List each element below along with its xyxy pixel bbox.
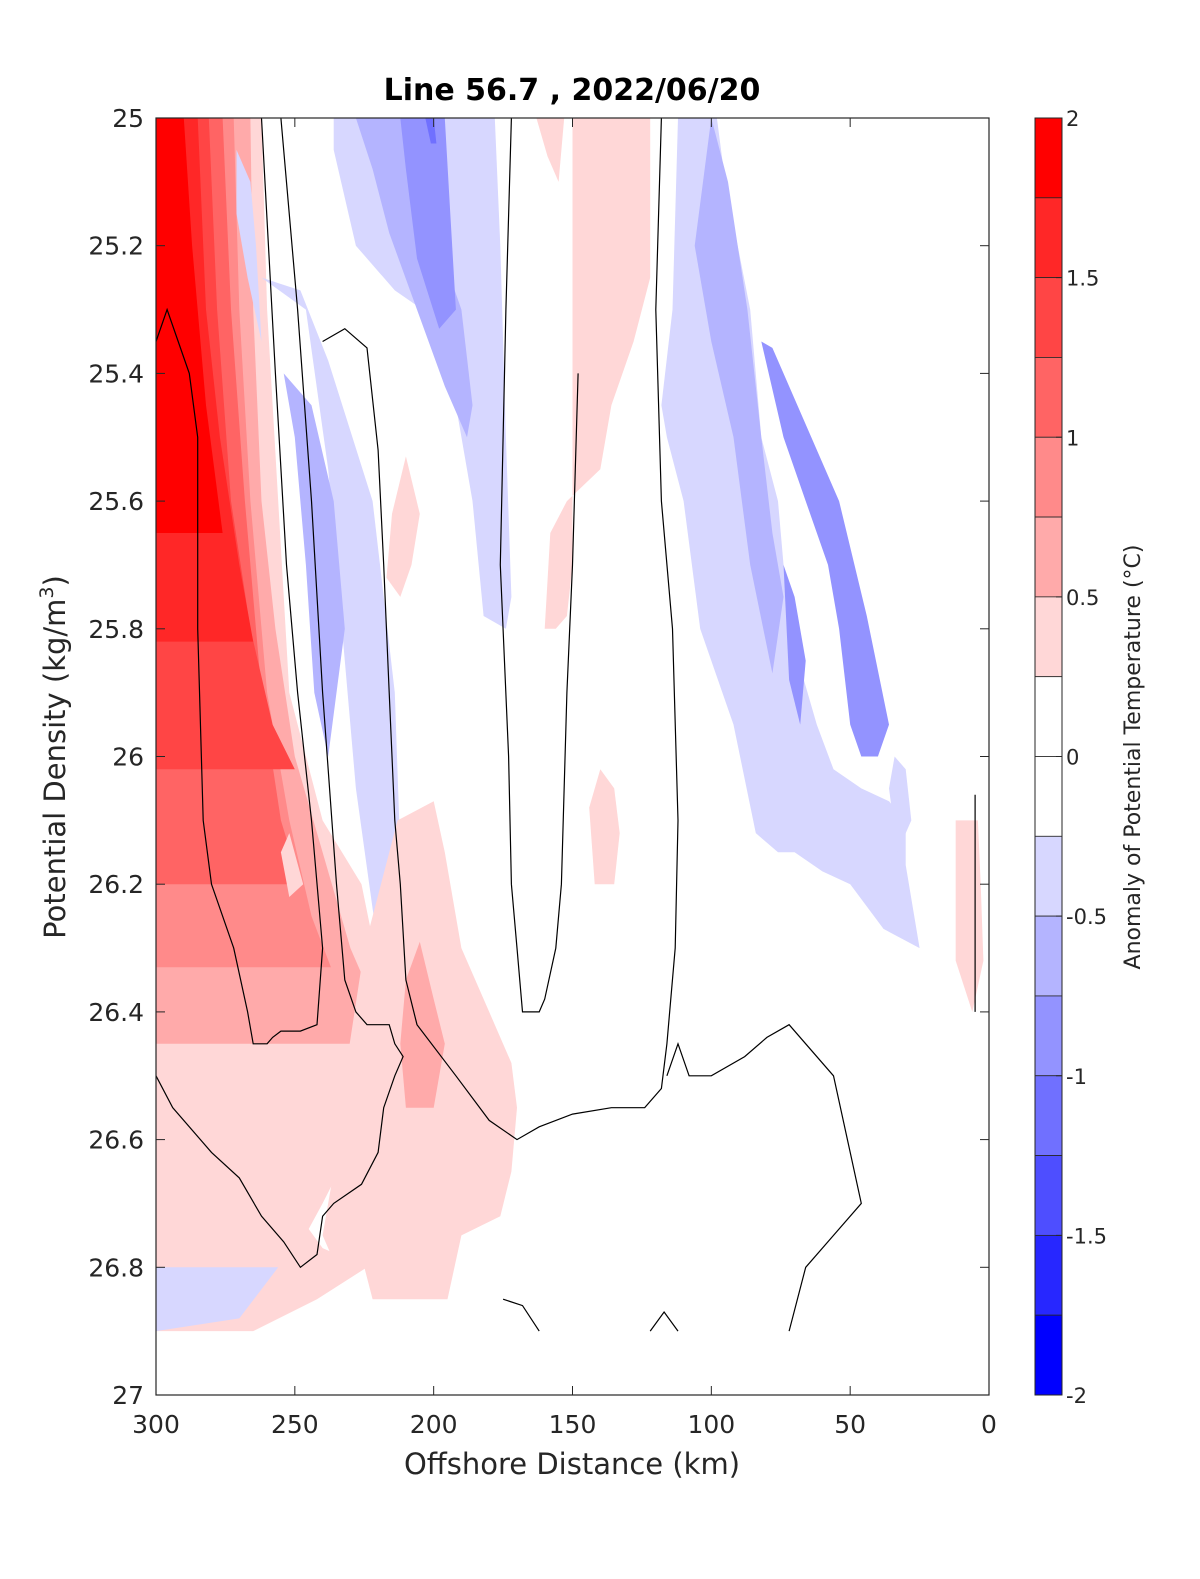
anomaly-region-21 — [589, 769, 620, 885]
zero-contour-line-1 — [156, 118, 324, 1045]
colorbar-swatch-7 — [1034, 676, 1063, 757]
y-tick-label: 25.4 — [88, 359, 144, 388]
x-axis-label: Offshore Distance (km) — [404, 1447, 740, 1481]
anomaly-region-17 — [400, 941, 445, 1108]
y-axis: 25 25.2 25.4 25.6 25.8 26 26.2 26.4 26.6 26.8 27 — [88, 104, 989, 1410]
colorbar-swatch-1 — [1034, 197, 1063, 279]
anomaly-region-24 — [761, 341, 889, 757]
x-tick-label: 200 — [410, 1410, 458, 1439]
y-tick-label: 26.2 — [88, 870, 144, 899]
x-axis: 300 250 200 150 100 50 0 — [132, 118, 997, 1439]
colorbar-swatch-15 — [1034, 1314, 1063, 1396]
colorbar-swatch-10 — [1034, 915, 1063, 997]
colorbar-tick-label: 2 — [1066, 107, 1079, 131]
colorbar-tick-label: -2 — [1066, 1384, 1087, 1408]
colorbar-tick-label: -1.5 — [1066, 1224, 1107, 1248]
colorbar-swatch-3 — [1034, 357, 1063, 438]
anomaly-region-13 — [355, 118, 473, 438]
colorbar-swatch-12 — [1034, 1075, 1063, 1156]
anomaly-region-18 — [386, 456, 420, 597]
anomaly-region-6 — [156, 118, 223, 533]
anomaly-region-25 — [783, 564, 806, 725]
x-tick-label: 50 — [834, 1410, 866, 1439]
colorbar-tick-label: -0.5 — [1066, 905, 1107, 929]
colorbar-swatch-13 — [1034, 1155, 1063, 1236]
y-tick-label: 26.8 — [88, 1253, 144, 1282]
colorbar-swatch-5 — [1034, 516, 1063, 598]
colorbar-swatch-2 — [1034, 277, 1063, 358]
colorbar-tick-label: 0 — [1066, 746, 1079, 770]
colorbar-swatch-14 — [1034, 1234, 1063, 1316]
anomaly-region-20 — [544, 118, 651, 629]
colorbar-tick-label: -1 — [1066, 1065, 1087, 1089]
y-tick-label: 26 — [112, 743, 144, 772]
y-tick-label: 26.6 — [88, 1126, 144, 1155]
y-tick-label: 25 — [112, 104, 144, 133]
colorbar-swatch-9 — [1034, 835, 1063, 917]
zero-contour-line-7 — [666, 1023, 862, 1332]
x-tick-label: 150 — [549, 1410, 597, 1439]
colorbar-tick-label: 0.5 — [1066, 586, 1099, 610]
colorbar-label: Anomaly of Potential Temperature (°C) — [1121, 545, 1146, 970]
colorbar-swatch-8 — [1034, 756, 1063, 837]
y-axis-label-main: Potential Density (kg/m — [38, 599, 72, 939]
zero-contour-line-5 — [502, 1298, 540, 1332]
colorbar-swatch-0 — [1034, 117, 1063, 199]
y-tick-label: 25.8 — [88, 615, 144, 644]
colorbar-swatch-4 — [1034, 436, 1063, 518]
colorbar-swatch-6 — [1034, 596, 1063, 678]
anomaly-region-7 — [156, 1267, 279, 1332]
zero-contour-line-0 — [156, 118, 404, 1269]
y-tick-label: 25.2 — [88, 232, 144, 261]
zero-contour-line-6 — [649, 1310, 679, 1332]
anomaly-region-27 — [955, 820, 984, 1012]
zero-contour-line-2 — [499, 118, 579, 1013]
anomaly-region-14 — [400, 118, 456, 329]
chart-title: Line 56.7 , 2022/06/20 — [384, 73, 761, 108]
colorbar: 2 1.5 1 0.5 0 -0.5 -1 -1.5 -2 — [1034, 107, 1107, 1408]
anomaly-region-8 — [261, 277, 401, 981]
y-tick-label: 25.6 — [88, 487, 144, 516]
x-tick-label: 300 — [132, 1410, 180, 1439]
anomaly-region-23 — [694, 118, 784, 674]
colorbar-tick-label: 1.5 — [1066, 267, 1099, 291]
anomaly-region-12 — [333, 118, 512, 629]
y-axis-label-close: ) — [38, 575, 72, 586]
y-axis-label-superscript: 3 — [36, 586, 58, 598]
y-tick-label: 27 — [112, 1381, 144, 1410]
y-axis-label: Potential Density (kg/m3) — [36, 575, 72, 939]
y-tick-label: 26.4 — [88, 998, 144, 1027]
anomaly-region-10 — [236, 149, 262, 342]
anomaly-region-19 — [536, 118, 565, 182]
x-tick-label: 250 — [271, 1410, 319, 1439]
colorbar-tick-label: 1 — [1066, 426, 1079, 450]
x-tick-label: 100 — [687, 1410, 735, 1439]
anomaly-region-9 — [283, 373, 345, 757]
colorbar-swatch-11 — [1034, 995, 1063, 1077]
anomaly-region-11 — [280, 833, 304, 897]
anomaly-fill-regions — [156, 118, 984, 1332]
anomaly-region-26 — [889, 756, 912, 853]
x-tick-label: 0 — [981, 1410, 997, 1439]
zero-contour-lines — [156, 118, 976, 1332]
zero-contour-line-3 — [322, 118, 679, 1141]
